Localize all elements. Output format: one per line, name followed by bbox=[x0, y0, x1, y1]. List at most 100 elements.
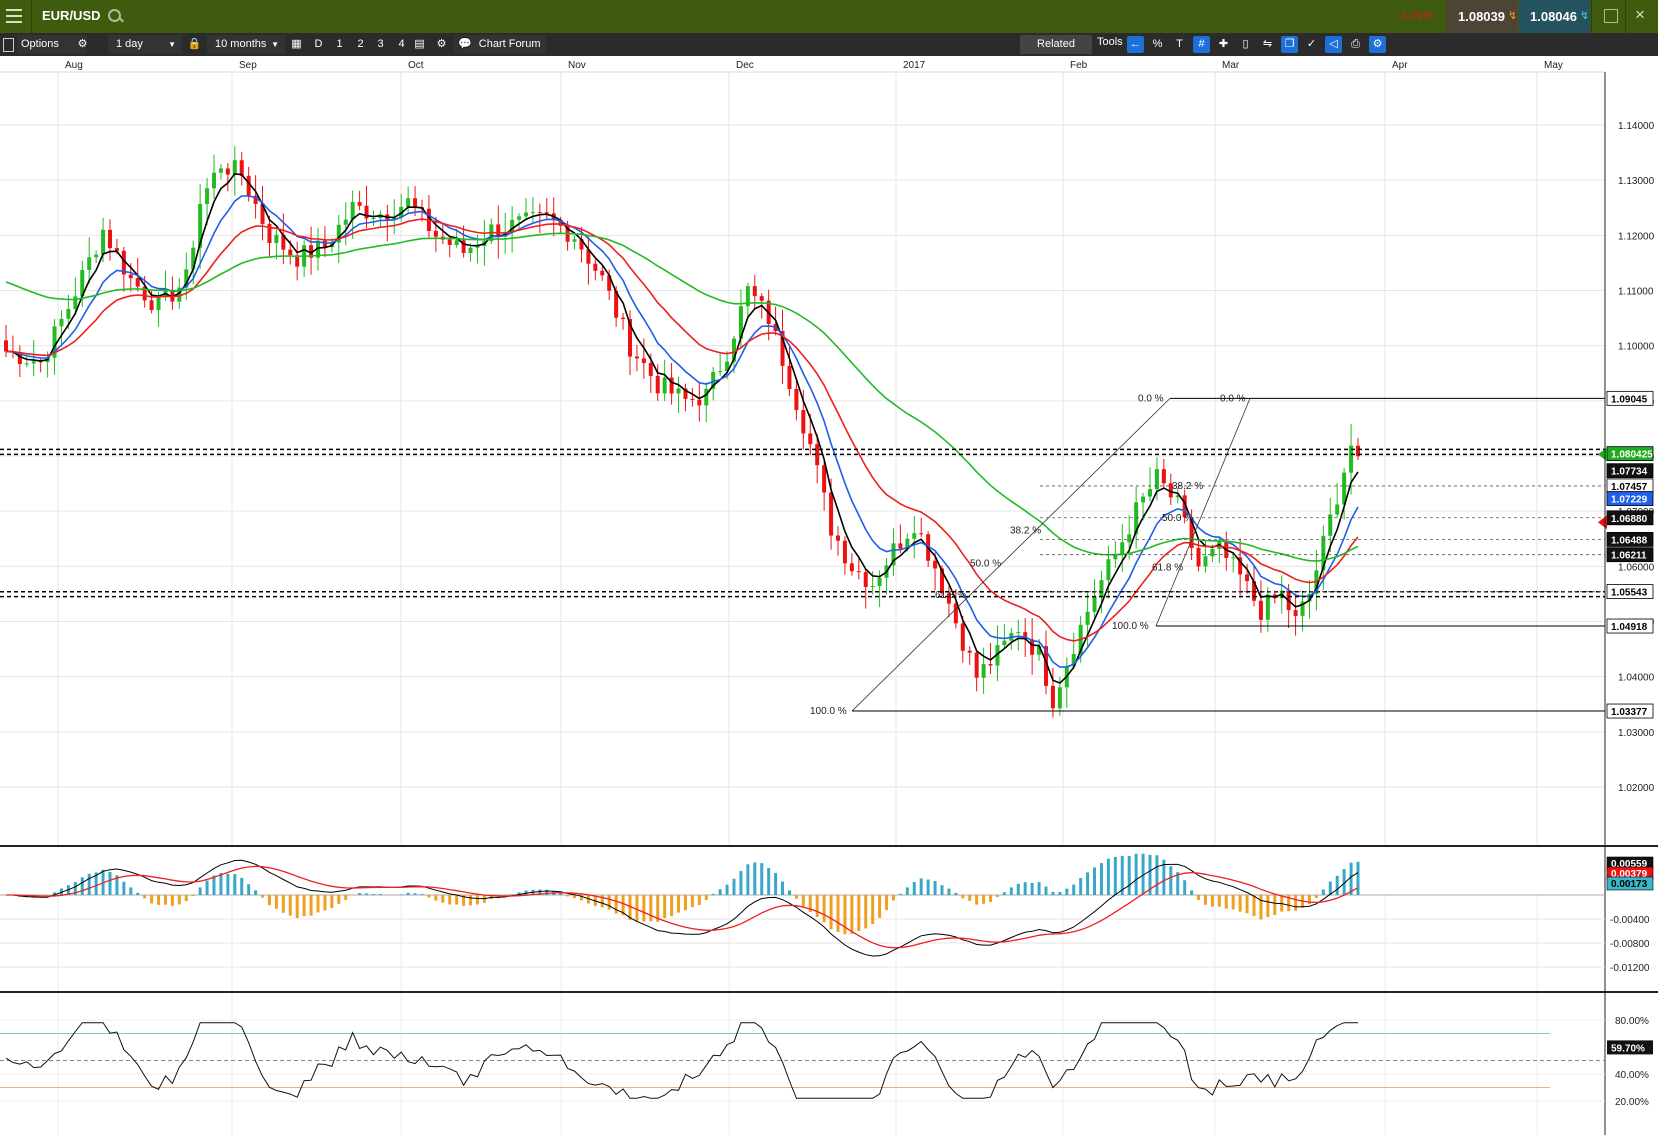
fib-label: 100.0 % bbox=[810, 706, 847, 717]
grid-icon[interactable]: # bbox=[1193, 36, 1210, 53]
buy-price-button[interactable]: 1.08046 ↯ bbox=[1519, 0, 1590, 33]
macd-bar bbox=[1099, 863, 1103, 895]
candle-body bbox=[759, 296, 764, 301]
macd-bar bbox=[1231, 895, 1235, 910]
candle-body bbox=[856, 571, 861, 573]
macd-bar bbox=[462, 895, 466, 906]
sell-price-button[interactable]: 1.08039 ↯ bbox=[1446, 0, 1518, 33]
price-tick-label: 1.04000 bbox=[1618, 673, 1655, 684]
fib-label: 61.8 % bbox=[1152, 563, 1183, 574]
ma-mid-line bbox=[5, 195, 1359, 668]
percent-icon[interactable]: % bbox=[1152, 38, 1163, 50]
candle-body bbox=[1335, 504, 1340, 515]
candle-body bbox=[364, 205, 369, 219]
chart-list-icon[interactable] bbox=[3, 38, 14, 52]
macd-bar bbox=[1210, 895, 1214, 907]
price-down-icon: ↯ bbox=[1508, 10, 1518, 22]
timeframe-2[interactable]: 2 bbox=[357, 38, 364, 50]
candle-body bbox=[343, 219, 348, 225]
macd-value-text: 0.00379 bbox=[1611, 869, 1648, 880]
candle-icon[interactable]: ▯ bbox=[1242, 38, 1249, 50]
draw-icon[interactable]: ✓ bbox=[1306, 38, 1317, 50]
macd-bar bbox=[683, 895, 687, 911]
price-tag: 1.07734 bbox=[1606, 463, 1654, 479]
menu-icon[interactable] bbox=[6, 9, 22, 23]
macd-bar bbox=[718, 889, 722, 895]
macd-bar bbox=[1016, 883, 1020, 895]
macd-bar bbox=[254, 890, 258, 895]
macd-bar bbox=[53, 892, 57, 895]
candle-body bbox=[863, 572, 868, 587]
macd-bar bbox=[697, 895, 701, 905]
candle-body bbox=[607, 275, 612, 291]
calendar-icon[interactable]: ▦ bbox=[291, 38, 302, 50]
macd-bar bbox=[1009, 887, 1013, 895]
range-select[interactable]: 10 months ▼ bbox=[207, 35, 285, 54]
candle-body bbox=[198, 204, 203, 248]
candle-body bbox=[634, 356, 639, 359]
macd-bar bbox=[1120, 855, 1124, 895]
settings-icon[interactable]: ⚙ bbox=[1369, 36, 1386, 53]
close-icon[interactable]: × bbox=[1635, 5, 1645, 24]
macd-bar bbox=[1335, 875, 1339, 895]
macd-bar bbox=[281, 895, 285, 913]
buy-price: 1.08046 bbox=[1530, 9, 1577, 24]
settings-gear-icon[interactable]: ⚙ bbox=[77, 38, 88, 50]
candle-body bbox=[108, 229, 112, 249]
overlay-icon[interactable]: ❐ bbox=[1281, 36, 1298, 53]
candle-body bbox=[212, 172, 216, 189]
macd-bar bbox=[794, 895, 798, 899]
chart-forum-button[interactable]: 💬 Chart Forum bbox=[454, 35, 546, 54]
rsi-line bbox=[5, 1022, 1358, 1099]
print-icon[interactable]: ⎙ bbox=[1351, 38, 1360, 50]
macd-bar bbox=[198, 887, 202, 895]
chart-area[interactable]: Aug Sep Oct Nov Dec 2017 Feb Mar Apr May 1.14000 1.… bbox=[0, 56, 1658, 1135]
candle-body bbox=[953, 603, 958, 624]
candle-body bbox=[801, 410, 806, 434]
timeframe-4[interactable]: 4 bbox=[398, 38, 405, 50]
price-tag-text: 1.06880 bbox=[1611, 514, 1648, 525]
macd-line bbox=[6, 859, 1359, 957]
candle-body bbox=[752, 286, 757, 297]
macd-bar bbox=[163, 895, 167, 905]
timeframe-3[interactable]: 3 bbox=[377, 38, 384, 50]
timeframe-1[interactable]: 1 bbox=[336, 38, 343, 50]
save-chart-icon[interactable]: ▤ bbox=[414, 38, 425, 50]
back-arrow-icon[interactable]: ← bbox=[1127, 36, 1144, 53]
candle-body bbox=[537, 212, 542, 214]
options-label: Options bbox=[21, 38, 59, 50]
price-tag-text: 1.07734 bbox=[1611, 467, 1648, 478]
candle-body bbox=[676, 388, 681, 394]
macd-bar bbox=[73, 882, 77, 895]
candle-body bbox=[447, 239, 452, 245]
text-tool-icon[interactable]: T bbox=[1176, 38, 1183, 50]
candles-group bbox=[4, 146, 1360, 718]
crosshair-icon[interactable]: ✚ bbox=[1218, 38, 1229, 50]
macd-bar bbox=[115, 875, 119, 895]
lock-icon[interactable]: 🔒 bbox=[187, 38, 202, 50]
macd-bar bbox=[427, 895, 431, 898]
month-label-dec: Dec bbox=[736, 60, 754, 71]
options-button[interactable]: Options bbox=[17, 35, 87, 54]
macd-bar bbox=[1203, 895, 1207, 905]
interval-select[interactable]: 1 day ▼ bbox=[108, 35, 182, 54]
macd-bar bbox=[767, 867, 771, 895]
macd-bar bbox=[1314, 895, 1318, 899]
related-button[interactable]: Related bbox=[1020, 35, 1092, 54]
macd-bar bbox=[157, 895, 161, 905]
candle-body bbox=[794, 388, 799, 411]
price-tag: 1.080425 bbox=[1606, 446, 1654, 462]
macd-bar bbox=[1002, 892, 1006, 895]
timeframe-d[interactable]: D bbox=[314, 38, 323, 50]
detach-window-icon[interactable] bbox=[1604, 9, 1618, 23]
search-icon[interactable] bbox=[108, 9, 121, 22]
compare-icon[interactable]: ⇋ bbox=[1262, 38, 1273, 50]
candle-body bbox=[572, 239, 577, 242]
instrument-header: EUR/USD -1.01% 1.08039 ↯ 1.08046 ↯ × bbox=[0, 0, 1658, 33]
price-tag: 1.07457 bbox=[1606, 478, 1654, 494]
candle-body bbox=[267, 223, 272, 243]
chart-settings-gear-icon[interactable]: ⚙ bbox=[436, 38, 447, 50]
tag-icon[interactable]: ◁ bbox=[1325, 36, 1342, 53]
macd-bar bbox=[330, 895, 334, 909]
fib-label: 100.0 % bbox=[1112, 621, 1149, 632]
